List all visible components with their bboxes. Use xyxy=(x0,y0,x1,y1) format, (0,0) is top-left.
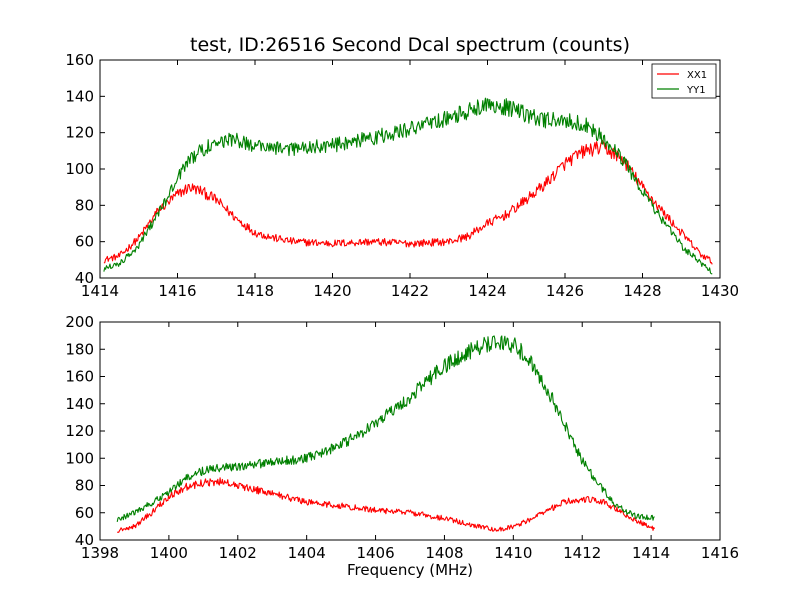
x-tick-label: 1406 xyxy=(356,544,394,562)
x-tick-label: 1400 xyxy=(150,544,188,562)
y-tick-label: 100 xyxy=(65,449,94,467)
y-tick-label: 120 xyxy=(65,124,94,142)
series-line-xx1 xyxy=(103,139,713,265)
x-tick-label: 1414 xyxy=(81,282,119,300)
legend-label-xx1: XX1 xyxy=(687,70,707,81)
series-line-plot1-1 xyxy=(116,335,655,522)
x-tick-label: 1414 xyxy=(632,544,670,562)
x-tick-label: 1428 xyxy=(623,282,661,300)
x-tick-label: 1412 xyxy=(563,544,601,562)
y-tick-label: 120 xyxy=(65,422,94,440)
series-line-yy1 xyxy=(103,97,713,275)
y-tick-label: 60 xyxy=(75,233,94,251)
x-tick-label: 1398 xyxy=(81,544,119,562)
x-tick-label: 1426 xyxy=(546,282,584,300)
axes-frame xyxy=(99,321,721,541)
y-tick-label: 40 xyxy=(75,531,94,549)
series-line-plot1-0 xyxy=(117,477,656,533)
x-tick-label: 1410 xyxy=(494,544,532,562)
x-tick-label: 1416 xyxy=(158,282,196,300)
x-tick-label: 1402 xyxy=(219,544,257,562)
x-axis-label: Frequency (MHz) xyxy=(346,561,474,579)
x-tick-label: 1430 xyxy=(701,282,739,300)
y-tick-label: 180 xyxy=(65,340,94,358)
bottom-chart: 1398 1400 1402 1404 1406 1408 1410 1412 1414 1416… xyxy=(65,313,739,562)
legend-box xyxy=(651,63,717,99)
y-tick-label: 160 xyxy=(65,368,94,386)
x-tick-label: 1420 xyxy=(313,282,351,300)
x-tick-label: 1418 xyxy=(236,282,274,300)
x-tick-label: 1404 xyxy=(288,544,326,562)
x-tick-label: 1424 xyxy=(468,282,506,300)
y-tick-label: 80 xyxy=(75,477,94,495)
x-tick-label: 1408 xyxy=(425,544,463,562)
x-tick-label: 1422 xyxy=(391,282,429,300)
chart-title: test, ID:26516 Second Dcal spectrum (cou… xyxy=(190,34,630,56)
y-tick-label: 80 xyxy=(75,196,94,214)
x-tick-label: 1416 xyxy=(701,544,739,562)
legend-label-yy1: YY1 xyxy=(686,85,706,96)
y-tick-label: 160 xyxy=(65,51,94,69)
top-chart: 1414 1416 1418 1420 1422 1424 1426 1428 1430 40 60… xyxy=(65,51,739,300)
y-tick-label: 40 xyxy=(75,269,94,287)
y-tick-label: 200 xyxy=(65,313,94,331)
y-tick-label: 100 xyxy=(65,160,94,178)
axes-frame xyxy=(99,59,721,279)
y-tick-label: 140 xyxy=(65,395,94,413)
y-tick-label: 60 xyxy=(75,504,94,522)
y-tick-label: 140 xyxy=(65,87,94,105)
